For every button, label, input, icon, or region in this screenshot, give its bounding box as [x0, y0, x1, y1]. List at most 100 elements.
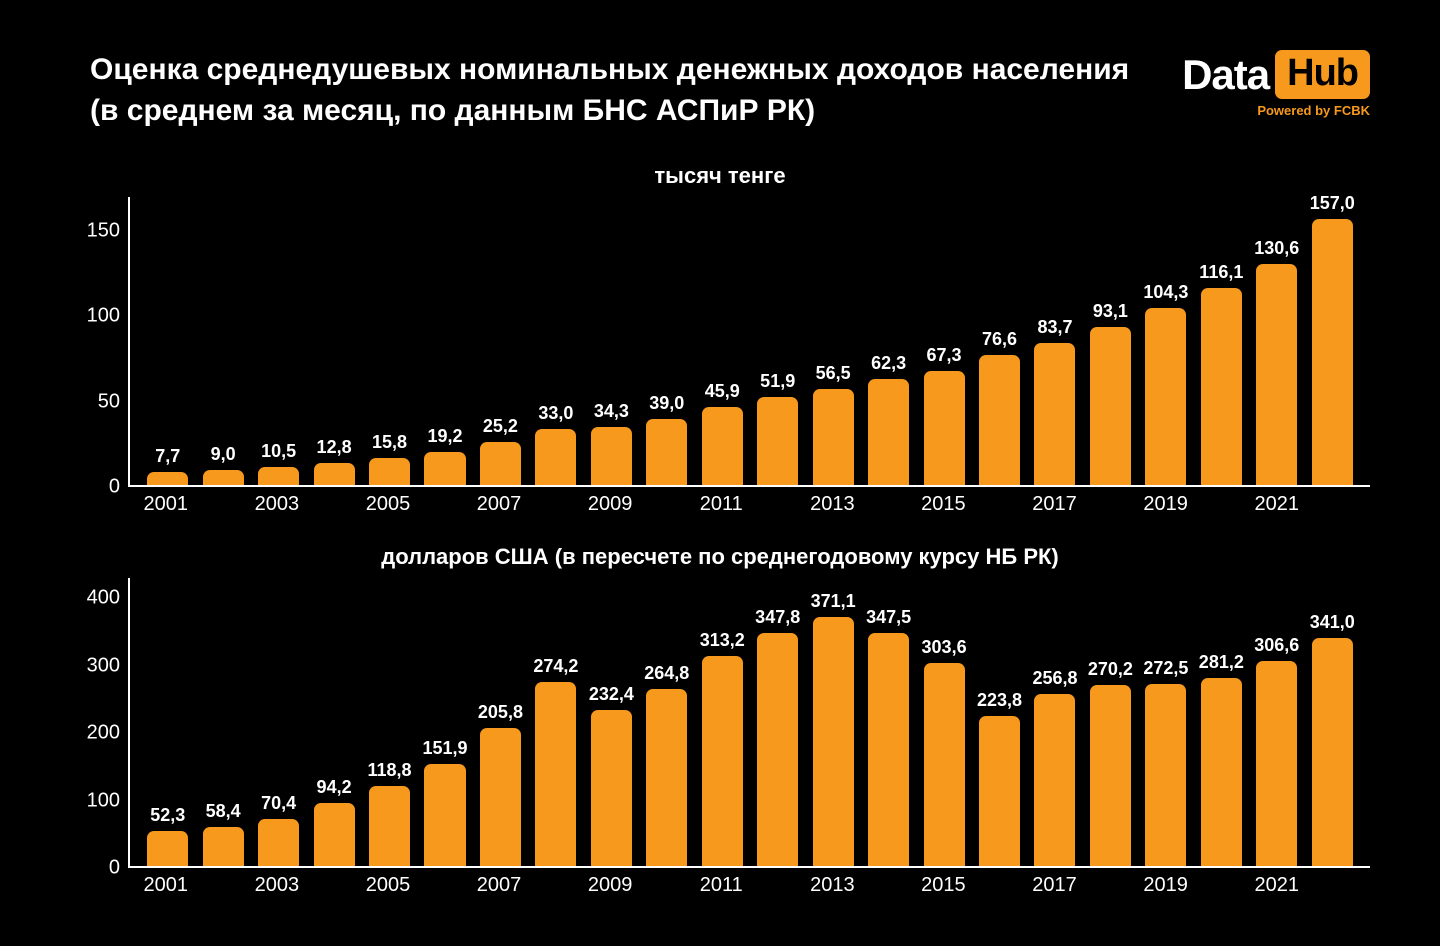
logo-left-text: Data — [1182, 51, 1269, 99]
bar-slot: 9,0 — [195, 197, 250, 485]
bar: 7,7 — [147, 472, 188, 485]
logo: Data Hub Powered by FCBK — [1182, 50, 1370, 118]
bar-value-label: 116,1 — [1199, 262, 1243, 283]
bar: 347,8 — [757, 633, 798, 866]
bar-value-label: 151,9 — [422, 738, 467, 759]
bar-value-label: 76,6 — [982, 329, 1017, 350]
bar-value-label: 347,8 — [755, 607, 800, 628]
bar: 118,8 — [369, 786, 410, 866]
bar-slot: 70,4 — [251, 578, 306, 866]
bar-value-label: 347,5 — [866, 607, 911, 628]
bar-slot: 118,8 — [362, 578, 417, 866]
bar-value-label: 10,5 — [261, 441, 296, 462]
bar-slot: 25,2 — [473, 197, 528, 485]
bar-value-label: 256,8 — [1032, 668, 1077, 689]
x-tick: 2019 — [1138, 493, 1194, 516]
bar-value-label: 232,4 — [589, 684, 634, 705]
x-tick: 2019 — [1138, 874, 1194, 897]
x-tick: 2017 — [1027, 493, 1083, 516]
bar-value-label: 281,2 — [1199, 652, 1244, 673]
bar-value-label: 56,5 — [816, 363, 851, 384]
x-tick: 2021 — [1249, 493, 1305, 516]
bar-slot: 93,1 — [1083, 197, 1138, 485]
chart-bottom-bars: 52,358,470,494,2118,8151,9205,8274,2232,… — [130, 578, 1370, 866]
bar-value-label: 274,2 — [533, 656, 578, 677]
bar: 130,6 — [1256, 264, 1297, 485]
y-tick: 50 — [98, 390, 120, 413]
x-tick: 2007 — [471, 874, 527, 897]
bar-value-label: 272,5 — [1143, 658, 1188, 679]
bar: 270,2 — [1090, 685, 1131, 866]
bar: 45,9 — [702, 407, 743, 485]
bar-slot: 15,8 — [362, 197, 417, 485]
bar-slot: 45,9 — [695, 197, 750, 485]
x-tick: 2017 — [1027, 874, 1083, 897]
bar-slot: 104,3 — [1138, 197, 1193, 485]
bar-value-label: 62,3 — [871, 353, 906, 374]
bar-slot: 232,4 — [584, 578, 639, 866]
x-tick: 2005 — [360, 874, 416, 897]
chart-top-area: 050100150 7,79,010,512,815,819,225,233,0… — [70, 197, 1370, 487]
bar-value-label: 371,1 — [811, 591, 856, 612]
bar-value-label: 7,7 — [155, 446, 180, 467]
bar: 306,6 — [1256, 661, 1297, 866]
bar: 93,1 — [1090, 327, 1131, 485]
bar: 67,3 — [924, 371, 965, 485]
bar-value-label: 52,3 — [150, 805, 185, 826]
bar-slot: 10,5 — [251, 197, 306, 485]
x-tick: 2015 — [916, 493, 972, 516]
bar: 303,6 — [924, 663, 965, 866]
bar-slot: 313,2 — [695, 578, 750, 866]
bar-value-label: 303,6 — [922, 637, 967, 658]
bar-value-label: 83,7 — [1037, 317, 1072, 338]
bar-value-label: 51,9 — [760, 371, 795, 392]
bar-slot: 157,0 — [1305, 197, 1360, 485]
x-tick: 2009 — [582, 874, 638, 897]
header: Оценка среднедушевых номинальных денежны… — [0, 0, 1440, 141]
bar: 12,8 — [314, 463, 355, 485]
y-tick: 100 — [87, 305, 120, 328]
bar: 104,3 — [1145, 308, 1186, 485]
bar: 62,3 — [868, 379, 909, 485]
bar-value-label: 25,2 — [483, 416, 518, 437]
bar: 151,9 — [424, 764, 465, 866]
bar: 232,4 — [591, 710, 632, 866]
bar-value-label: 33,0 — [538, 403, 573, 424]
bar-slot: 12,8 — [306, 197, 361, 485]
chart-bottom-yaxis: 0100200300400 — [70, 578, 128, 868]
bar-slot: 76,6 — [972, 197, 1027, 485]
bar-slot: 151,9 — [417, 578, 472, 866]
chart-top-bars: 7,79,010,512,815,819,225,233,034,339,045… — [130, 197, 1370, 485]
x-tick: 2005 — [360, 493, 416, 516]
bar: 9,0 — [203, 470, 244, 485]
bar-value-label: 223,8 — [977, 690, 1022, 711]
bar-slot: 94,2 — [306, 578, 361, 866]
bar: 76,6 — [979, 355, 1020, 485]
chart-top-yaxis: 050100150 — [70, 197, 128, 487]
chart-bottom-title: долларов США (в пересчете по среднегодов… — [70, 544, 1370, 570]
bar-slot: 223,8 — [972, 578, 1027, 866]
bar: 52,3 — [147, 831, 188, 866]
bar-value-label: 341,0 — [1310, 612, 1355, 633]
bar-value-label: 34,3 — [594, 401, 629, 422]
x-tick: 2011 — [693, 493, 749, 516]
y-tick: 200 — [87, 722, 120, 745]
bar-slot: 347,8 — [750, 578, 805, 866]
bar: 39,0 — [646, 419, 687, 485]
bar-value-label: 39,0 — [649, 393, 684, 414]
bar: 264,8 — [646, 689, 687, 866]
bar-slot: 306,6 — [1249, 578, 1304, 866]
bar-slot: 51,9 — [750, 197, 805, 485]
bar-slot: 341,0 — [1305, 578, 1360, 866]
y-tick: 0 — [109, 476, 120, 499]
bar-slot: 281,2 — [1194, 578, 1249, 866]
y-tick: 150 — [87, 220, 120, 243]
bar: 157,0 — [1312, 219, 1353, 485]
bar-value-label: 93,1 — [1093, 301, 1128, 322]
x-tick: 2013 — [805, 493, 861, 516]
bar: 371,1 — [813, 617, 854, 866]
bar-value-label: 313,2 — [700, 630, 745, 651]
bar-slot: 274,2 — [528, 578, 583, 866]
bar: 70,4 — [258, 819, 299, 866]
bar: 10,5 — [258, 467, 299, 485]
